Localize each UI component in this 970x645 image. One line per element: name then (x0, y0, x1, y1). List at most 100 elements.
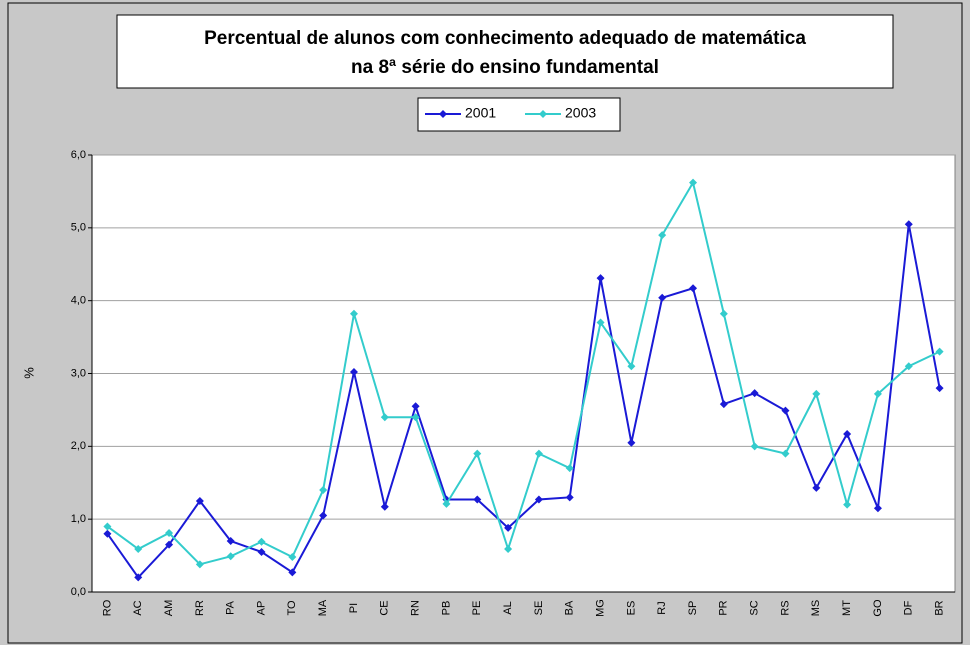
point (935, 384, 944, 393)
point (534, 495, 543, 504)
point (904, 362, 913, 371)
point (103, 529, 112, 538)
point (134, 573, 143, 582)
chart-title: na 8ª série do ensino fundamental (351, 57, 659, 78)
x-tick-label: PI (348, 603, 360, 613)
x-tick-label: RS (779, 600, 791, 615)
x-tick-label: MS (810, 600, 822, 617)
point (565, 493, 574, 502)
x-tick-label: MT (841, 600, 853, 616)
point (534, 449, 543, 458)
x-tick-label: PB (440, 601, 452, 616)
y-tick-label: 3,0 (71, 367, 86, 379)
series-line (106, 224, 941, 580)
point (843, 429, 852, 438)
x-tick-label: SC (749, 600, 761, 615)
point (257, 537, 266, 546)
point (565, 464, 574, 473)
point (719, 309, 728, 318)
legend-label: 2001 (465, 105, 496, 121)
point (504, 523, 513, 532)
x-tick-label: RN (410, 600, 422, 616)
point (134, 545, 143, 554)
x-tick-label: CE (379, 600, 391, 615)
x-tick-label: PR (718, 600, 730, 615)
point (504, 545, 513, 554)
point (658, 293, 667, 302)
point (873, 504, 882, 513)
chart-title: Percentual de alunos com conhecimento ad… (204, 28, 806, 49)
x-tick-label: RR (194, 600, 206, 616)
x-tick-label: SE (533, 601, 545, 616)
point (781, 449, 790, 458)
point (103, 522, 112, 531)
x-tick-label: RJ (656, 601, 668, 614)
series-line (106, 180, 941, 566)
y-axis-label: % (21, 367, 36, 379)
point (689, 178, 698, 187)
point (349, 368, 358, 377)
point (442, 499, 451, 508)
x-tick-label: GO (872, 599, 884, 617)
legend-marker (439, 110, 447, 118)
point (473, 495, 482, 504)
point (781, 406, 790, 415)
point (596, 274, 605, 283)
y-tick-label: 4,0 (71, 295, 86, 307)
point (380, 502, 389, 511)
x-tick-label: AM (163, 600, 175, 617)
y-tick-label: 6,0 (71, 149, 86, 161)
x-tick-label: BR (933, 600, 945, 615)
x-tick-label: DF (903, 600, 915, 615)
x-tick-label: AL (502, 601, 514, 614)
point (689, 284, 698, 293)
legend-marker (539, 110, 547, 118)
point (288, 553, 297, 562)
point (812, 483, 821, 492)
x-tick-label: AP (255, 601, 267, 616)
point (380, 413, 389, 422)
x-tick-label: ES (625, 601, 637, 616)
x-tick-label: RO (101, 599, 113, 616)
x-tick-label: MA (317, 599, 329, 616)
point (411, 402, 420, 411)
point (165, 529, 174, 538)
point (226, 537, 235, 546)
y-tick-label: 0,0 (71, 586, 86, 598)
point (904, 220, 913, 229)
title-box (116, 14, 894, 89)
point (165, 540, 174, 549)
point (319, 511, 328, 520)
point (750, 389, 759, 398)
point (349, 309, 358, 318)
x-tick-label: PE (471, 601, 483, 616)
point (873, 389, 882, 398)
x-tick-label: MG (594, 599, 606, 617)
point (627, 362, 636, 371)
x-tick-label: SP (687, 601, 699, 616)
point (658, 231, 667, 240)
point (195, 496, 204, 505)
point (812, 389, 821, 398)
y-tick-label: 5,0 (71, 222, 86, 234)
x-tick-label: BA (564, 600, 576, 615)
point (596, 318, 605, 327)
x-tick-label: TO (286, 600, 298, 616)
point (627, 438, 636, 447)
point (257, 547, 266, 556)
point (935, 347, 944, 356)
point (226, 552, 235, 561)
point (411, 413, 420, 422)
point (473, 449, 482, 458)
x-tick-label: AC (132, 600, 144, 615)
point (195, 560, 204, 569)
legend-label: 2003 (565, 105, 596, 121)
point (843, 500, 852, 509)
x-tick-label: PA (225, 600, 237, 615)
point (319, 486, 328, 495)
point (750, 442, 759, 451)
y-tick-label: 2,0 (71, 440, 86, 452)
point (288, 568, 297, 577)
